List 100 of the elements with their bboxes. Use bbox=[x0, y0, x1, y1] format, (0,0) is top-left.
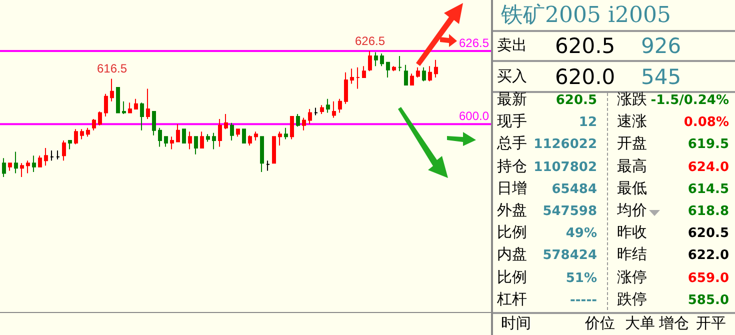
text: 总手 bbox=[497, 134, 527, 152]
candlestick bbox=[332, 100, 336, 118]
candlestick bbox=[380, 53, 384, 67]
candlestick bbox=[308, 108, 312, 125]
candlestick bbox=[38, 155, 42, 168]
candlestick bbox=[410, 73, 414, 86]
text: 增仓 bbox=[659, 314, 689, 332]
candlestick bbox=[2, 158, 6, 178]
candlestick bbox=[80, 128, 84, 140]
text: 持仓 bbox=[497, 156, 527, 175]
candlestick bbox=[68, 140, 72, 150]
text: 1107802 bbox=[534, 160, 597, 175]
text: 最低 bbox=[617, 178, 647, 197]
text: 49% bbox=[566, 226, 597, 242]
text: 开盘 bbox=[617, 134, 647, 152]
candlestick bbox=[164, 136, 168, 148]
candlestick bbox=[104, 93, 108, 118]
text: -1.5/0.24% bbox=[650, 93, 729, 108]
candlestick bbox=[272, 136, 276, 164]
candlestick bbox=[182, 128, 186, 144]
text: 铁矿2005 i2005 bbox=[501, 3, 672, 28]
annotation: 616.5 bbox=[96, 62, 128, 76]
text: 624.0 bbox=[688, 160, 729, 175]
candlestick bbox=[290, 116, 294, 140]
text: 578424 bbox=[542, 248, 597, 264]
text: 昨结 bbox=[617, 245, 647, 264]
candlestick bbox=[218, 118, 222, 148]
candlestick bbox=[8, 162, 12, 172]
text: 昨收 bbox=[617, 223, 647, 242]
candlestick bbox=[404, 64, 408, 86]
text: 547598 bbox=[542, 204, 597, 219]
text: 600.0 bbox=[458, 109, 490, 124]
candlestick bbox=[428, 66, 432, 82]
candlestick bbox=[86, 127, 90, 138]
candlestick bbox=[320, 104, 324, 114]
text: 跌停 bbox=[617, 290, 647, 308]
candlestick bbox=[134, 98, 138, 110]
candlestick bbox=[74, 128, 78, 145]
text: 622.0 bbox=[688, 248, 729, 264]
text: 内盘 bbox=[497, 245, 527, 264]
text: 卖出 bbox=[497, 36, 527, 54]
candlestick bbox=[146, 88, 150, 120]
candlestick bbox=[368, 50, 372, 72]
text: 比例 bbox=[497, 268, 527, 286]
text: 日增 bbox=[497, 178, 527, 197]
candlestick bbox=[326, 98, 330, 114]
text: 杠杆 bbox=[497, 290, 527, 308]
candlestick bbox=[176, 124, 180, 142]
candlestick bbox=[344, 72, 348, 104]
text: 626.5 bbox=[354, 34, 386, 48]
candlestick bbox=[92, 118, 96, 131]
candlestick bbox=[254, 131, 258, 141]
text: 1126022 bbox=[534, 137, 597, 152]
candlestick bbox=[356, 66, 360, 90]
candlestick bbox=[32, 155, 36, 172]
candlestick bbox=[278, 131, 282, 146]
text: 545 bbox=[641, 65, 682, 89]
candlestick bbox=[242, 128, 246, 144]
candlestick bbox=[110, 78, 114, 102]
text: 926 bbox=[641, 34, 682, 58]
text: 585.0 bbox=[688, 292, 729, 308]
candlestick bbox=[392, 66, 396, 72]
candlestick bbox=[302, 117, 306, 131]
candlestick bbox=[338, 98, 342, 114]
candlestick bbox=[206, 134, 210, 142]
candlestick bbox=[386, 62, 390, 78]
text: 614.5 bbox=[688, 182, 729, 197]
text: 620.5 bbox=[556, 93, 597, 108]
candlestick bbox=[236, 128, 240, 138]
candlestick bbox=[56, 150, 60, 160]
candlestick bbox=[314, 107, 318, 116]
candlestick bbox=[188, 131, 192, 150]
candlestick bbox=[362, 66, 366, 78]
text: 12 bbox=[578, 115, 597, 130]
text: 时间 bbox=[501, 314, 531, 332]
text: 最新 bbox=[497, 90, 527, 108]
candlestick bbox=[416, 66, 420, 78]
candlestick bbox=[158, 127, 162, 148]
candlestick bbox=[26, 160, 30, 174]
text: 涨停 bbox=[617, 268, 647, 286]
candlestick bbox=[230, 122, 234, 141]
candlestick bbox=[350, 68, 354, 84]
text: 比例 bbox=[497, 223, 527, 242]
candlestick bbox=[194, 136, 198, 155]
text: 最高 bbox=[617, 156, 647, 175]
candlestick bbox=[284, 127, 288, 140]
candlestick bbox=[212, 132, 216, 150]
candlestick bbox=[224, 114, 228, 130]
candlestick bbox=[128, 102, 132, 114]
candlestick bbox=[62, 140, 66, 162]
candlestick bbox=[296, 114, 300, 128]
text: 涨跌 bbox=[617, 90, 647, 108]
text: 价位 bbox=[585, 314, 615, 332]
text: 买入 bbox=[497, 67, 527, 85]
text: 均价 bbox=[617, 201, 647, 219]
candlestick bbox=[116, 87, 120, 114]
candlestick bbox=[50, 150, 54, 162]
candlestick bbox=[14, 151, 18, 174]
candlestick bbox=[200, 131, 204, 149]
text: 0.08% bbox=[684, 115, 729, 130]
